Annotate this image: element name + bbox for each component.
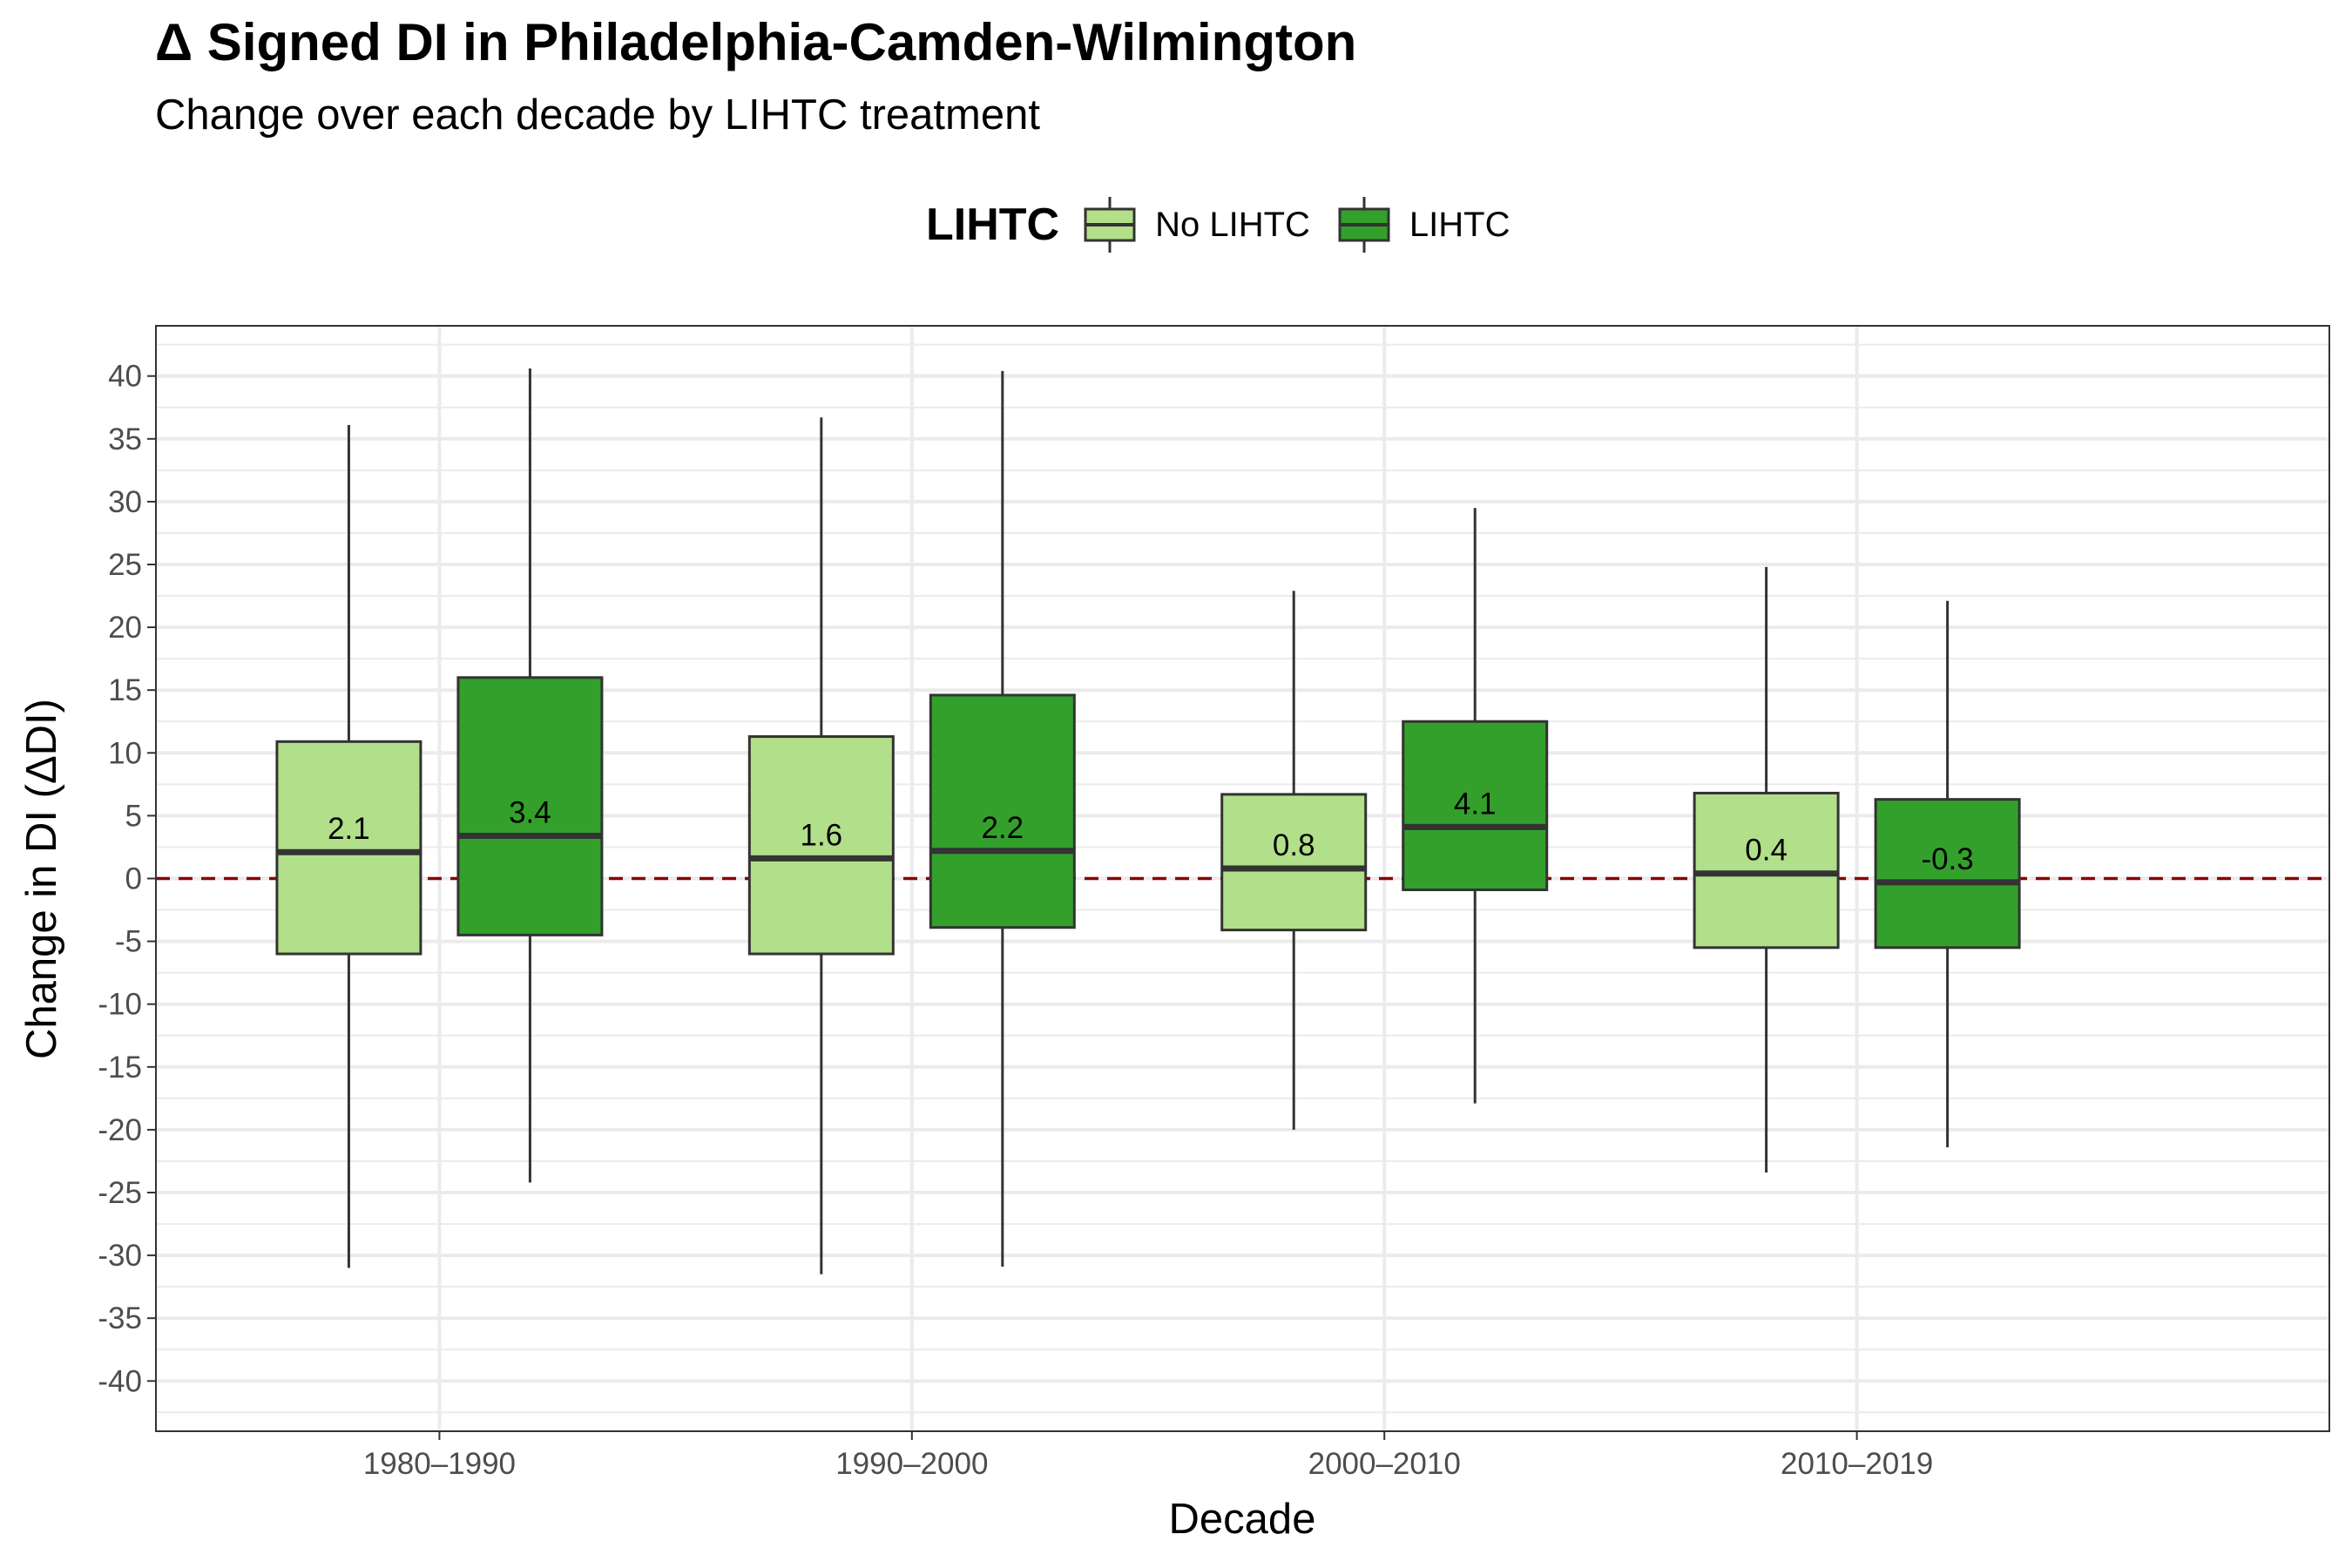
box-lihtc-4 xyxy=(1874,600,2021,1148)
box-lihtc-2 xyxy=(929,370,1076,1267)
box-body xyxy=(929,693,1076,929)
legend-key-no-lihtc xyxy=(1078,193,1141,256)
legend-title: LIHTC xyxy=(926,199,1060,250)
y-tick-label: 10 xyxy=(108,736,142,770)
box-body xyxy=(747,735,895,956)
box-no-lihtc-1 xyxy=(275,424,422,1268)
y-tick-label: 25 xyxy=(108,548,142,582)
legend-label-no-lihtc: No LIHTC xyxy=(1155,205,1310,244)
box-body xyxy=(1220,793,1368,932)
y-axis-title: Change in DI (ΔDI) xyxy=(18,699,65,1059)
median-label: 0.4 xyxy=(1745,834,1788,868)
chart-title: Δ Signed DI in Philadelphia-Camden-Wilmi… xyxy=(155,13,1357,71)
axis-layer: 40 35 30 25 20 15 10 5 0 -5 -10 -15 -20 -25 -30 -35 -40 1… xyxy=(98,360,1933,1481)
x-tick-label: 2010–2019 xyxy=(1781,1447,1933,1481)
y-tick-label: 30 xyxy=(108,485,142,519)
x-tick-label: 2000–2010 xyxy=(1308,1447,1461,1481)
median-label-layer: 2.1 1.6 0.8 0.4 3.4 2.2 4.1 -0.3 xyxy=(328,787,1974,875)
x-axis-title: Decade xyxy=(1169,1496,1316,1543)
y-tick-label: -25 xyxy=(98,1176,142,1210)
chart-subtitle: Change over each decade by LIHTC treatme… xyxy=(155,91,1040,139)
box-layer xyxy=(275,368,2021,1274)
y-tick-label: 15 xyxy=(108,673,142,707)
y-tick-label: -35 xyxy=(98,1301,142,1335)
x-tick-label: 1990–2000 xyxy=(835,1447,988,1481)
legend-key-lihtc xyxy=(1333,193,1396,256)
median-label: 3.4 xyxy=(509,795,551,829)
box-lihtc-1 xyxy=(456,368,604,1183)
box-body xyxy=(1402,720,1549,891)
box-no-lihtc-4 xyxy=(1693,566,1840,1173)
legend-label-lihtc: LIHTC xyxy=(1409,205,1511,244)
box-body xyxy=(275,740,422,956)
box-body xyxy=(1693,791,1840,950)
median-label: 2.2 xyxy=(981,811,1024,845)
y-tick-label: 5 xyxy=(125,799,142,833)
legend-item-no-lihtc: No LIHTC xyxy=(1078,193,1310,256)
median-label: -0.3 xyxy=(1921,842,1973,876)
y-tick-label: 35 xyxy=(108,422,142,456)
y-tick-label: 0 xyxy=(125,862,142,896)
legend-item-lihtc: LIHTC xyxy=(1333,193,1511,256)
median-label: 1.6 xyxy=(800,818,842,852)
x-tick-label: 1980–1990 xyxy=(363,1447,516,1481)
y-tick-label: -10 xyxy=(98,988,142,1022)
median-label: 0.8 xyxy=(1273,828,1315,862)
y-tick-label: 20 xyxy=(108,611,142,645)
median-label: 2.1 xyxy=(328,812,370,846)
y-tick-label: -15 xyxy=(98,1051,142,1085)
y-tick-label: -20 xyxy=(98,1113,142,1147)
box-no-lihtc-2 xyxy=(747,417,895,1274)
box-body xyxy=(456,676,604,936)
y-tick-label: -40 xyxy=(98,1364,142,1398)
box-body xyxy=(1874,798,2021,950)
median-label: 4.1 xyxy=(1454,787,1497,821)
y-tick-label: -30 xyxy=(98,1239,142,1273)
y-tick-label: 40 xyxy=(108,360,142,394)
y-tick-label: -5 xyxy=(115,925,142,959)
box-lihtc-3 xyxy=(1402,508,1549,1104)
grid-lines xyxy=(156,326,2329,1431)
box-no-lihtc-3 xyxy=(1220,591,1368,1130)
legend: LIHTC No LIHTC LIHTC xyxy=(926,193,1532,256)
